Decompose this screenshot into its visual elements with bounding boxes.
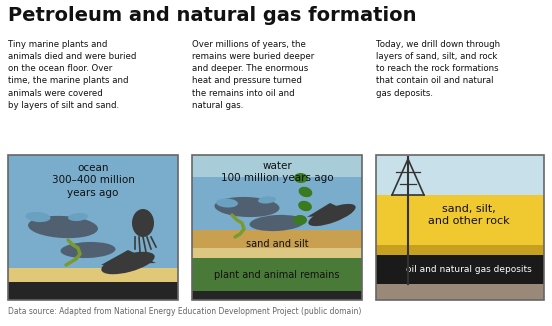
Bar (192, 155, 362, 177)
Bar (8, 155, 178, 300)
Bar (192, 230, 362, 248)
Ellipse shape (298, 201, 312, 211)
Bar (192, 155, 362, 230)
Bar (192, 248, 362, 258)
Ellipse shape (309, 204, 355, 226)
Bar (192, 291, 362, 300)
Bar (8, 282, 178, 300)
Ellipse shape (293, 215, 307, 225)
Ellipse shape (294, 173, 308, 183)
Ellipse shape (68, 213, 88, 221)
Ellipse shape (215, 197, 279, 217)
Bar (376, 195, 544, 245)
Bar (376, 255, 544, 284)
Text: sand, silt,
and other rock: sand, silt, and other rock (428, 204, 509, 226)
Ellipse shape (28, 216, 98, 238)
Bar (376, 284, 544, 300)
Bar (192, 155, 362, 300)
Bar (376, 155, 544, 195)
Ellipse shape (299, 187, 312, 197)
Text: Data source: Adapted from National Energy Education Development Project (public : Data source: Adapted from National Energ… (8, 307, 362, 316)
Ellipse shape (258, 197, 276, 203)
Bar (192, 258, 362, 291)
Text: sand and silt: sand and silt (246, 239, 309, 249)
Ellipse shape (102, 252, 155, 274)
Text: Petroleum and natural gas formation: Petroleum and natural gas formation (8, 6, 417, 25)
Text: water
100 million years ago: water 100 million years ago (221, 161, 333, 184)
Ellipse shape (132, 209, 154, 237)
Ellipse shape (250, 215, 305, 231)
Polygon shape (101, 250, 156, 265)
Bar (376, 155, 544, 300)
Ellipse shape (216, 199, 238, 208)
Ellipse shape (61, 242, 115, 258)
Bar (376, 245, 544, 255)
Polygon shape (307, 203, 352, 217)
Ellipse shape (25, 212, 50, 222)
Text: plant and animal remains: plant and animal remains (214, 270, 339, 279)
Bar (8, 155, 178, 268)
Text: Today, we drill down through
layers of sand, silt, and rock
to reach the rock fo: Today, we drill down through layers of s… (376, 40, 500, 97)
Text: Tiny marine plants and
animals died and were buried
on the ocean floor. Over
tim: Tiny marine plants and animals died and … (8, 40, 136, 110)
Text: oil and natural gas deposits: oil and natural gas deposits (406, 265, 531, 274)
Text: Over millions of years, the
remains were buried deeper
and deeper. The enormous
: Over millions of years, the remains were… (192, 40, 314, 110)
Bar (8, 268, 178, 282)
Text: ocean
300–400 million
years ago: ocean 300–400 million years ago (51, 163, 135, 198)
